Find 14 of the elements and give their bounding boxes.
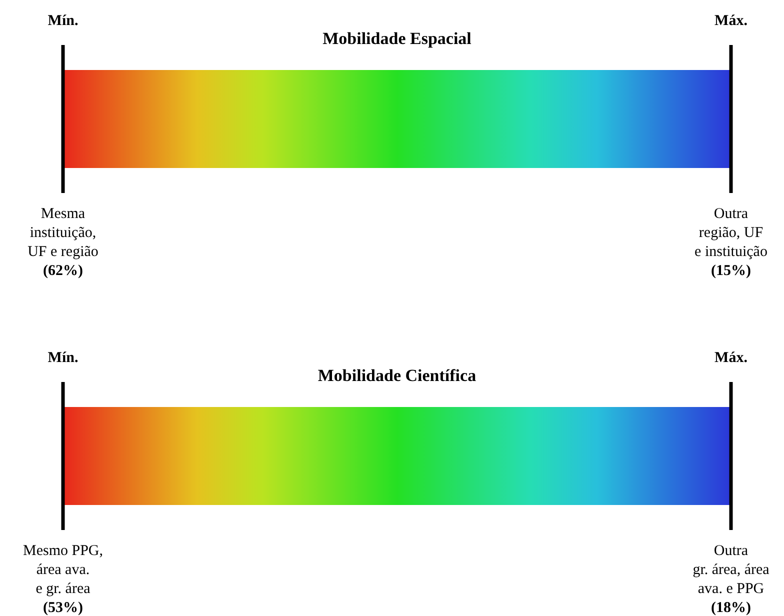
text: Mín. [48,13,78,29]
text: Máx. [714,350,748,366]
category-label: Outra região, UF e instituição [694,206,768,260]
category-label: Mesmo PPG, área ava. e gr. área [22,543,104,597]
category-label: Outra gr. área, área ava. e PPG [692,543,770,597]
text: Mín. [48,350,78,366]
data-label: (53%) [43,600,83,616]
data-label: (62%) [43,263,83,279]
data-label: (18%) [711,600,751,616]
category-label: Mesma instituição, UF e região [28,206,98,260]
text: Máx. [714,13,748,29]
data-label: (15%) [711,263,751,279]
text: Mobilidade Científica [318,366,477,385]
text: Mobilidade Espacial [322,29,472,48]
